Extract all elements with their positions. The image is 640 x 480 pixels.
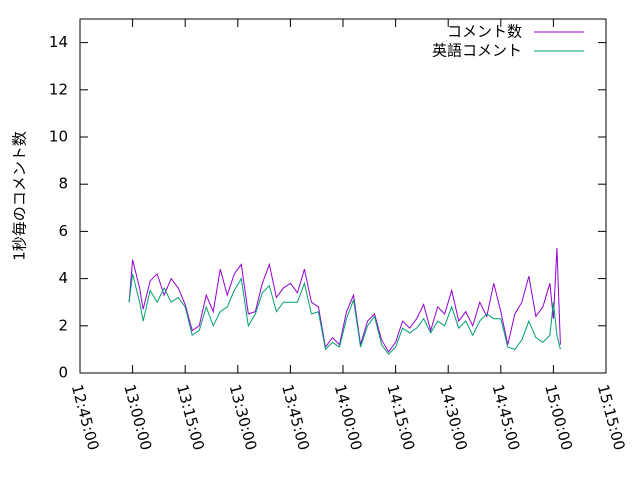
legend-label: 英語コメント [432, 42, 522, 60]
x-tick-label: 13:30:00 [226, 383, 261, 453]
x-tick-label: 14:15:00 [383, 383, 418, 453]
series-line [128, 247, 561, 353]
x-tick-label: 14:30:00 [436, 383, 471, 453]
legend-label: コメント数 [447, 23, 522, 41]
y-tick-label: 14 [49, 33, 68, 51]
x-tick-label: 14:45:00 [489, 383, 524, 453]
x-tick-label: 15:00:00 [541, 383, 576, 453]
x-tick-label: 12:45:00 [68, 383, 103, 453]
y-tick-label: 4 [58, 269, 68, 287]
y-axis-label: 1秒毎のコメント数 [11, 131, 29, 261]
y-tick-label: 0 [58, 364, 68, 382]
y-tick-label: 6 [58, 222, 68, 240]
series-line [128, 273, 561, 355]
x-tick-label: 14:00:00 [331, 383, 366, 453]
y-tick-label: 10 [49, 128, 68, 146]
x-tick-label: 15:15:00 [594, 383, 629, 453]
y-tick-label: 12 [49, 80, 68, 98]
y-tick-label: 2 [58, 316, 68, 334]
x-tick-label: 13:15:00 [173, 383, 208, 453]
plot-frame [79, 18, 607, 374]
x-tick-label: 13:00:00 [120, 383, 155, 453]
y-tick-label: 8 [58, 175, 68, 193]
x-tick-label: 13:45:00 [278, 383, 313, 453]
